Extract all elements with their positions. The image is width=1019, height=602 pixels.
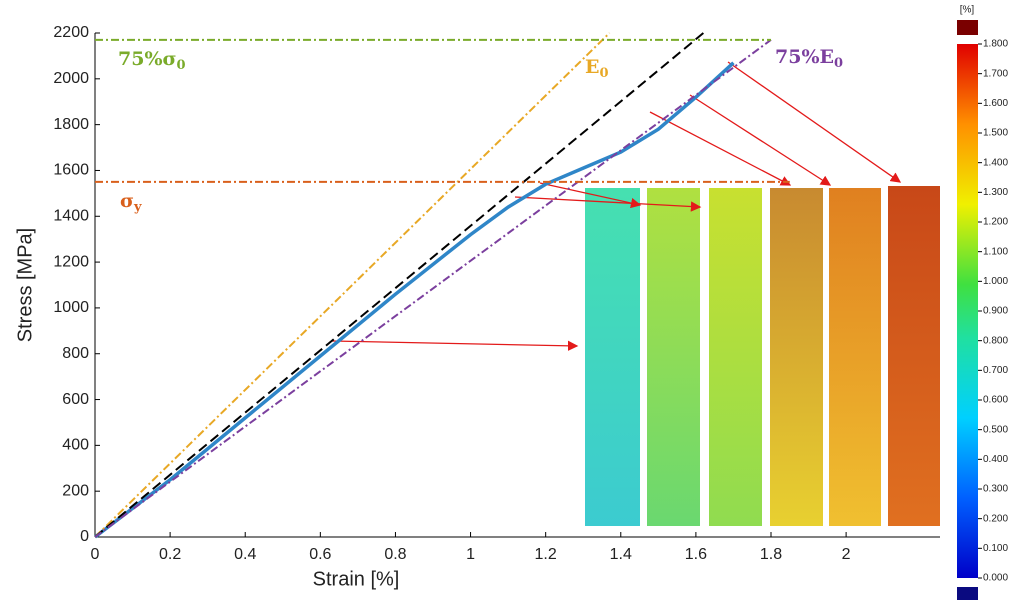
dic-panel — [770, 188, 823, 526]
x-tick-label: 1 — [466, 546, 475, 563]
colorbar-tick-label: 1.300 — [983, 187, 1008, 198]
x-tick-label: 0.4 — [234, 546, 256, 563]
annotation-text: E — [585, 56, 599, 78]
y-tick-label: 2000 — [53, 70, 89, 87]
colorbar-tick-label: 0.600 — [983, 395, 1008, 406]
series-line — [95, 33, 610, 537]
y-tick-label: 2200 — [53, 24, 89, 41]
colorbar-tick-label: 0.700 — [983, 365, 1008, 376]
colorbar-tick-label: 0.000 — [983, 573, 1008, 584]
colorbar-tick-label: 1.200 — [983, 217, 1008, 228]
annotation-text: 75%σ — [118, 48, 177, 70]
annotation-subscript: y — [133, 200, 142, 215]
annotation: E0 — [585, 56, 609, 81]
colorbar-cap — [957, 20, 978, 35]
y-tick-label: 600 — [62, 391, 89, 408]
arrow — [728, 62, 900, 182]
colorbar-tick-label: 1.500 — [983, 128, 1008, 139]
x-tick-label: 1.2 — [535, 546, 557, 563]
x-tick-label: 0.2 — [159, 546, 181, 563]
colorbar-tick-label: 1.400 — [983, 157, 1008, 168]
colorbar-tick-label: 0.200 — [983, 513, 1008, 524]
arrow — [690, 95, 830, 185]
x-tick-label: 0 — [91, 546, 100, 563]
y-tick-label: 1200 — [53, 253, 89, 270]
colorbar — [957, 44, 978, 578]
colorbar-cap — [957, 587, 978, 600]
x-tick-label: 0.6 — [309, 546, 331, 563]
annotation: 75%σ0 — [118, 48, 186, 73]
annotation-text: 75%E — [775, 46, 834, 68]
y-tick-label: 1600 — [53, 162, 89, 179]
x-axis-label: Strain [%] — [313, 568, 400, 590]
arrow — [650, 112, 790, 185]
y-tick-label: 0 — [80, 528, 89, 545]
y-tick-label: 800 — [62, 345, 89, 362]
y-tick-label: 1400 — [53, 207, 89, 224]
annotation: 75%E0 — [775, 46, 843, 71]
x-tick-label: 1.4 — [610, 546, 632, 563]
annotation-subscript: 0 — [177, 58, 186, 73]
colorbar-tick-label: 0.400 — [983, 454, 1008, 465]
colorbar-tick-label: 0.800 — [983, 335, 1008, 346]
x-tick-label: 1.8 — [760, 546, 782, 563]
annotation-text: σ — [120, 190, 134, 212]
y-tick-label: 1000 — [53, 299, 89, 316]
colorbar-tick-label: 1.000 — [983, 276, 1008, 287]
dic-panel — [829, 188, 881, 526]
dic-panel — [709, 188, 762, 526]
colorbar-tick-label: 0.900 — [983, 306, 1008, 317]
arrow — [332, 341, 577, 346]
colorbar-tick-label: 0.100 — [983, 543, 1008, 554]
y-tick-label: 200 — [62, 482, 89, 499]
colorbar-tick-label: 1.600 — [983, 98, 1008, 109]
chart: Strain [%] Stress [MPa] [%] 0 0.2 0.4 0.6 0.… — [0, 0, 1019, 602]
colorbar-tick-label: 1.800 — [983, 39, 1008, 50]
colorbar-tick-label: 0.300 — [983, 484, 1008, 495]
annotation: σy — [120, 190, 142, 215]
x-tick-label: 2 — [842, 546, 851, 563]
y-axis-label: Stress [MPa] — [14, 228, 36, 342]
colorbar-tick-label: 0.500 — [983, 424, 1008, 435]
annotation-subscript: 0 — [834, 56, 843, 71]
y-tick-label: 400 — [62, 437, 89, 454]
colorbar-tick-label: 1.100 — [983, 246, 1008, 257]
dic-panel — [585, 188, 640, 526]
colorbar-tick-label: 1.700 — [983, 68, 1008, 79]
y-tick-label: 1800 — [53, 116, 89, 133]
dic-images — [585, 186, 940, 526]
x-tick-label: 0.8 — [384, 546, 406, 563]
dic-panel — [888, 186, 940, 526]
annotation-subscript: 0 — [599, 66, 608, 81]
dic-panel — [647, 188, 700, 526]
colorbar-title: [%] — [960, 5, 975, 16]
x-tick-label: 1.6 — [685, 546, 707, 563]
